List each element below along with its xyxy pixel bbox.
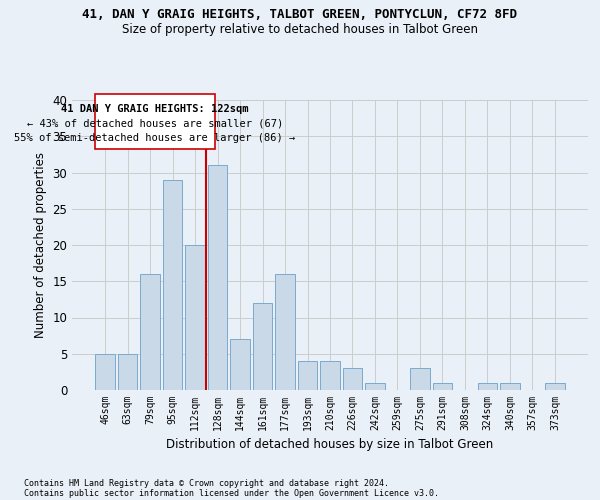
- Bar: [163, 180, 182, 390]
- Text: 55% of semi-detached houses are larger (86) →: 55% of semi-detached houses are larger (…: [14, 132, 296, 142]
- Bar: [365, 383, 385, 390]
- Bar: [185, 245, 205, 390]
- Text: Size of property relative to detached houses in Talbot Green: Size of property relative to detached ho…: [122, 22, 478, 36]
- Bar: [275, 274, 295, 390]
- Bar: [230, 339, 250, 390]
- Text: 41 DAN Y GRAIG HEIGHTS: 122sqm: 41 DAN Y GRAIG HEIGHTS: 122sqm: [61, 104, 249, 114]
- Bar: [118, 354, 137, 390]
- Bar: [545, 383, 565, 390]
- Bar: [410, 368, 430, 390]
- Bar: [433, 383, 452, 390]
- Bar: [208, 165, 227, 390]
- Bar: [478, 383, 497, 390]
- Bar: [253, 303, 272, 390]
- Bar: [298, 361, 317, 390]
- Bar: [500, 383, 520, 390]
- Bar: [320, 361, 340, 390]
- Text: ← 43% of detached houses are smaller (67): ← 43% of detached houses are smaller (67…: [27, 118, 283, 128]
- Text: Contains HM Land Registry data © Crown copyright and database right 2024.: Contains HM Land Registry data © Crown c…: [24, 478, 389, 488]
- FancyBboxPatch shape: [95, 94, 215, 150]
- Bar: [95, 354, 115, 390]
- Text: 41, DAN Y GRAIG HEIGHTS, TALBOT GREEN, PONTYCLUN, CF72 8FD: 41, DAN Y GRAIG HEIGHTS, TALBOT GREEN, P…: [83, 8, 517, 20]
- Y-axis label: Number of detached properties: Number of detached properties: [34, 152, 47, 338]
- Text: Contains public sector information licensed under the Open Government Licence v3: Contains public sector information licen…: [24, 488, 439, 498]
- Bar: [343, 368, 362, 390]
- X-axis label: Distribution of detached houses by size in Talbot Green: Distribution of detached houses by size …: [166, 438, 494, 452]
- Bar: [140, 274, 160, 390]
